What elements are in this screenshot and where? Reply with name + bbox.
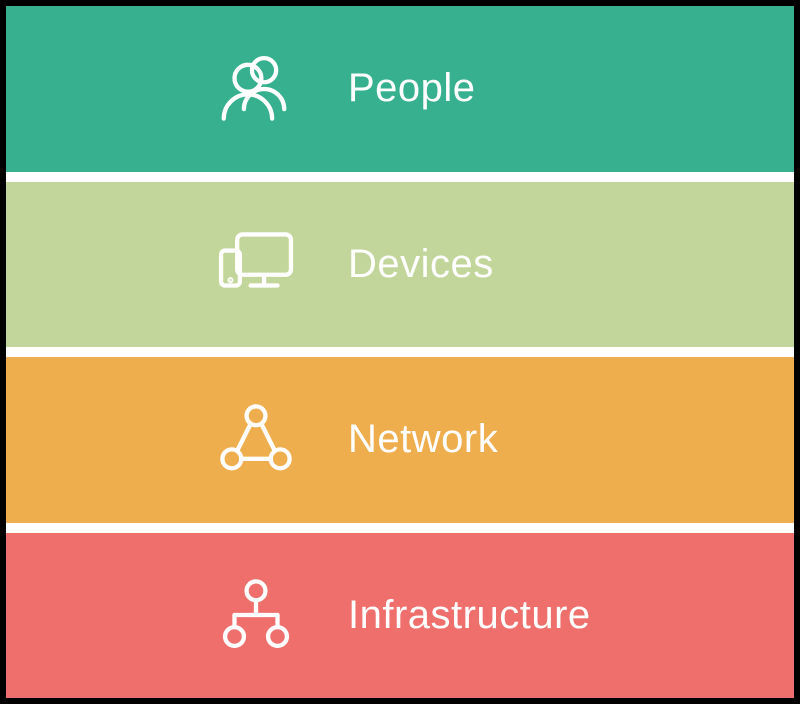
layer-devices: Devices xyxy=(6,182,794,348)
devices-icon xyxy=(206,214,306,314)
layer-infrastructure: Infrastructure xyxy=(6,533,794,699)
layer-label: Network xyxy=(348,417,498,462)
layer-label: Infrastructure xyxy=(348,593,591,638)
layer-label: Devices xyxy=(348,242,494,287)
layer-label: People xyxy=(348,66,476,111)
infrastructure-icon xyxy=(206,565,306,665)
layer-people: People xyxy=(6,6,794,172)
network-icon xyxy=(206,390,306,490)
layer-stack-diagram: People Devices xyxy=(0,0,800,704)
people-icon xyxy=(206,39,306,139)
layer-network: Network xyxy=(6,357,794,523)
